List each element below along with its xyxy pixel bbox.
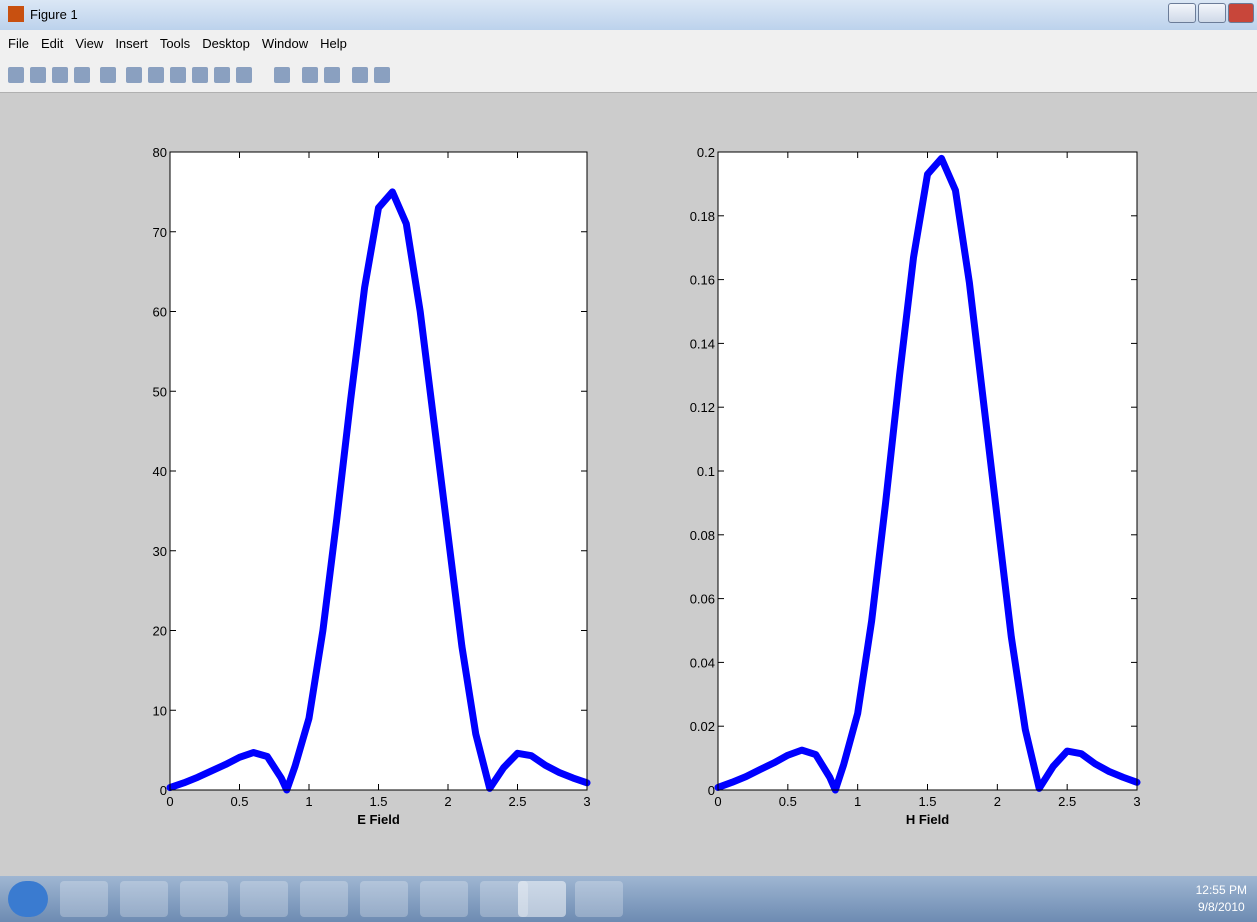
clock: 12:55 PM 9/8/2010 [1196,882,1247,916]
rotate-button[interactable] [192,67,208,83]
window-title: Figure 1 [30,7,78,22]
show-tools-button[interactable] [374,67,390,83]
taskbar-app[interactable] [240,881,288,917]
x-tick-label: 1 [854,794,861,809]
x-axis-label: E Field [357,812,400,827]
pan-button[interactable] [170,67,186,83]
toolbar [0,58,1257,93]
y-tick-label: 50 [153,384,167,399]
y-tick-label: 60 [153,305,167,320]
x-tick-label: 2.5 [508,794,526,809]
taskbar-app[interactable] [300,881,348,917]
y-tick-label: 20 [153,624,167,639]
date: 9/8/2010 [1196,899,1247,916]
x-tick-label: 0 [166,794,173,809]
page: Figure 1 FileEditViewInsertToolsDesktopW… [0,0,1257,922]
menu-item[interactable]: View [67,30,107,51]
taskbar-app[interactable] [180,881,228,917]
brush-button[interactable] [236,67,252,83]
y-tick-label: 0.06 [690,592,715,607]
x-tick-label: 0 [714,794,721,809]
menu-item[interactable]: Insert [107,30,152,51]
x-tick-label: 0.5 [230,794,248,809]
y-tick-label: 80 [153,145,167,160]
y-tick-label: 10 [153,703,167,718]
taskbar: 12:55 PM 9/8/2010 [0,876,1257,922]
x-tick-label: 3 [583,794,590,809]
taskbar-app[interactable] [575,881,623,917]
legend-button[interactable] [324,67,340,83]
y-tick-label: 0.1 [697,464,715,479]
menu-item[interactable]: Help [312,30,351,51]
maximize-button[interactable] [1198,3,1226,23]
y-tick-label: 0.04 [690,655,715,670]
datacursor-button[interactable] [214,67,230,83]
x-tick-label: 2.5 [1058,794,1076,809]
hide-tools-button[interactable] [352,67,368,83]
y-tick-label: 0.02 [690,719,715,734]
x-tick-label: 1 [305,794,312,809]
menu-item[interactable]: Edit [33,30,67,51]
zoom-out-button[interactable] [148,67,164,83]
taskbar-app[interactable] [360,881,408,917]
start-button[interactable] [8,881,48,917]
taskbar-app[interactable] [60,881,108,917]
taskbar-app[interactable] [120,881,168,917]
select-button[interactable] [100,67,116,83]
y-tick-label: 0.2 [697,145,715,160]
plot-area [170,152,587,790]
new-button[interactable] [8,67,24,83]
x-tick-label: 1.5 [918,794,936,809]
time: 12:55 PM [1196,882,1247,899]
taskbar-app[interactable] [518,881,566,917]
y-tick-label: 0.16 [690,273,715,288]
save-button[interactable] [52,67,68,83]
y-tick-label: 0.12 [690,400,715,415]
open-button[interactable] [30,67,46,83]
colorbar-button[interactable] [302,67,318,83]
menu-item[interactable]: File [0,30,33,51]
y-tick-label: 70 [153,225,167,240]
x-tick-label: 2 [994,794,1001,809]
x-axis-label: H Field [906,812,949,827]
plot-area [718,152,1137,790]
y-tick-label: 30 [153,544,167,559]
taskbar-app[interactable] [420,881,468,917]
print-button[interactable] [74,67,90,83]
title-bar: Figure 1 [0,0,1257,30]
x-tick-label: 1.5 [369,794,387,809]
menu-item[interactable]: Window [254,30,312,51]
x-tick-label: 3 [1133,794,1140,809]
y-tick-label: 40 [153,464,167,479]
menu-item[interactable]: Tools [152,30,194,51]
minimize-button[interactable] [1168,3,1196,23]
link-button[interactable] [274,67,290,83]
menu-item[interactable]: Desktop [194,30,254,51]
zoom-in-button[interactable] [126,67,142,83]
x-tick-label: 2 [444,794,451,809]
app-icon [8,6,24,22]
y-tick-label: 0.14 [690,336,715,351]
x-tick-label: 0.5 [779,794,797,809]
y-tick-label: 0.18 [690,209,715,224]
close-button[interactable] [1228,3,1254,23]
y-tick-label: 0.08 [690,528,715,543]
